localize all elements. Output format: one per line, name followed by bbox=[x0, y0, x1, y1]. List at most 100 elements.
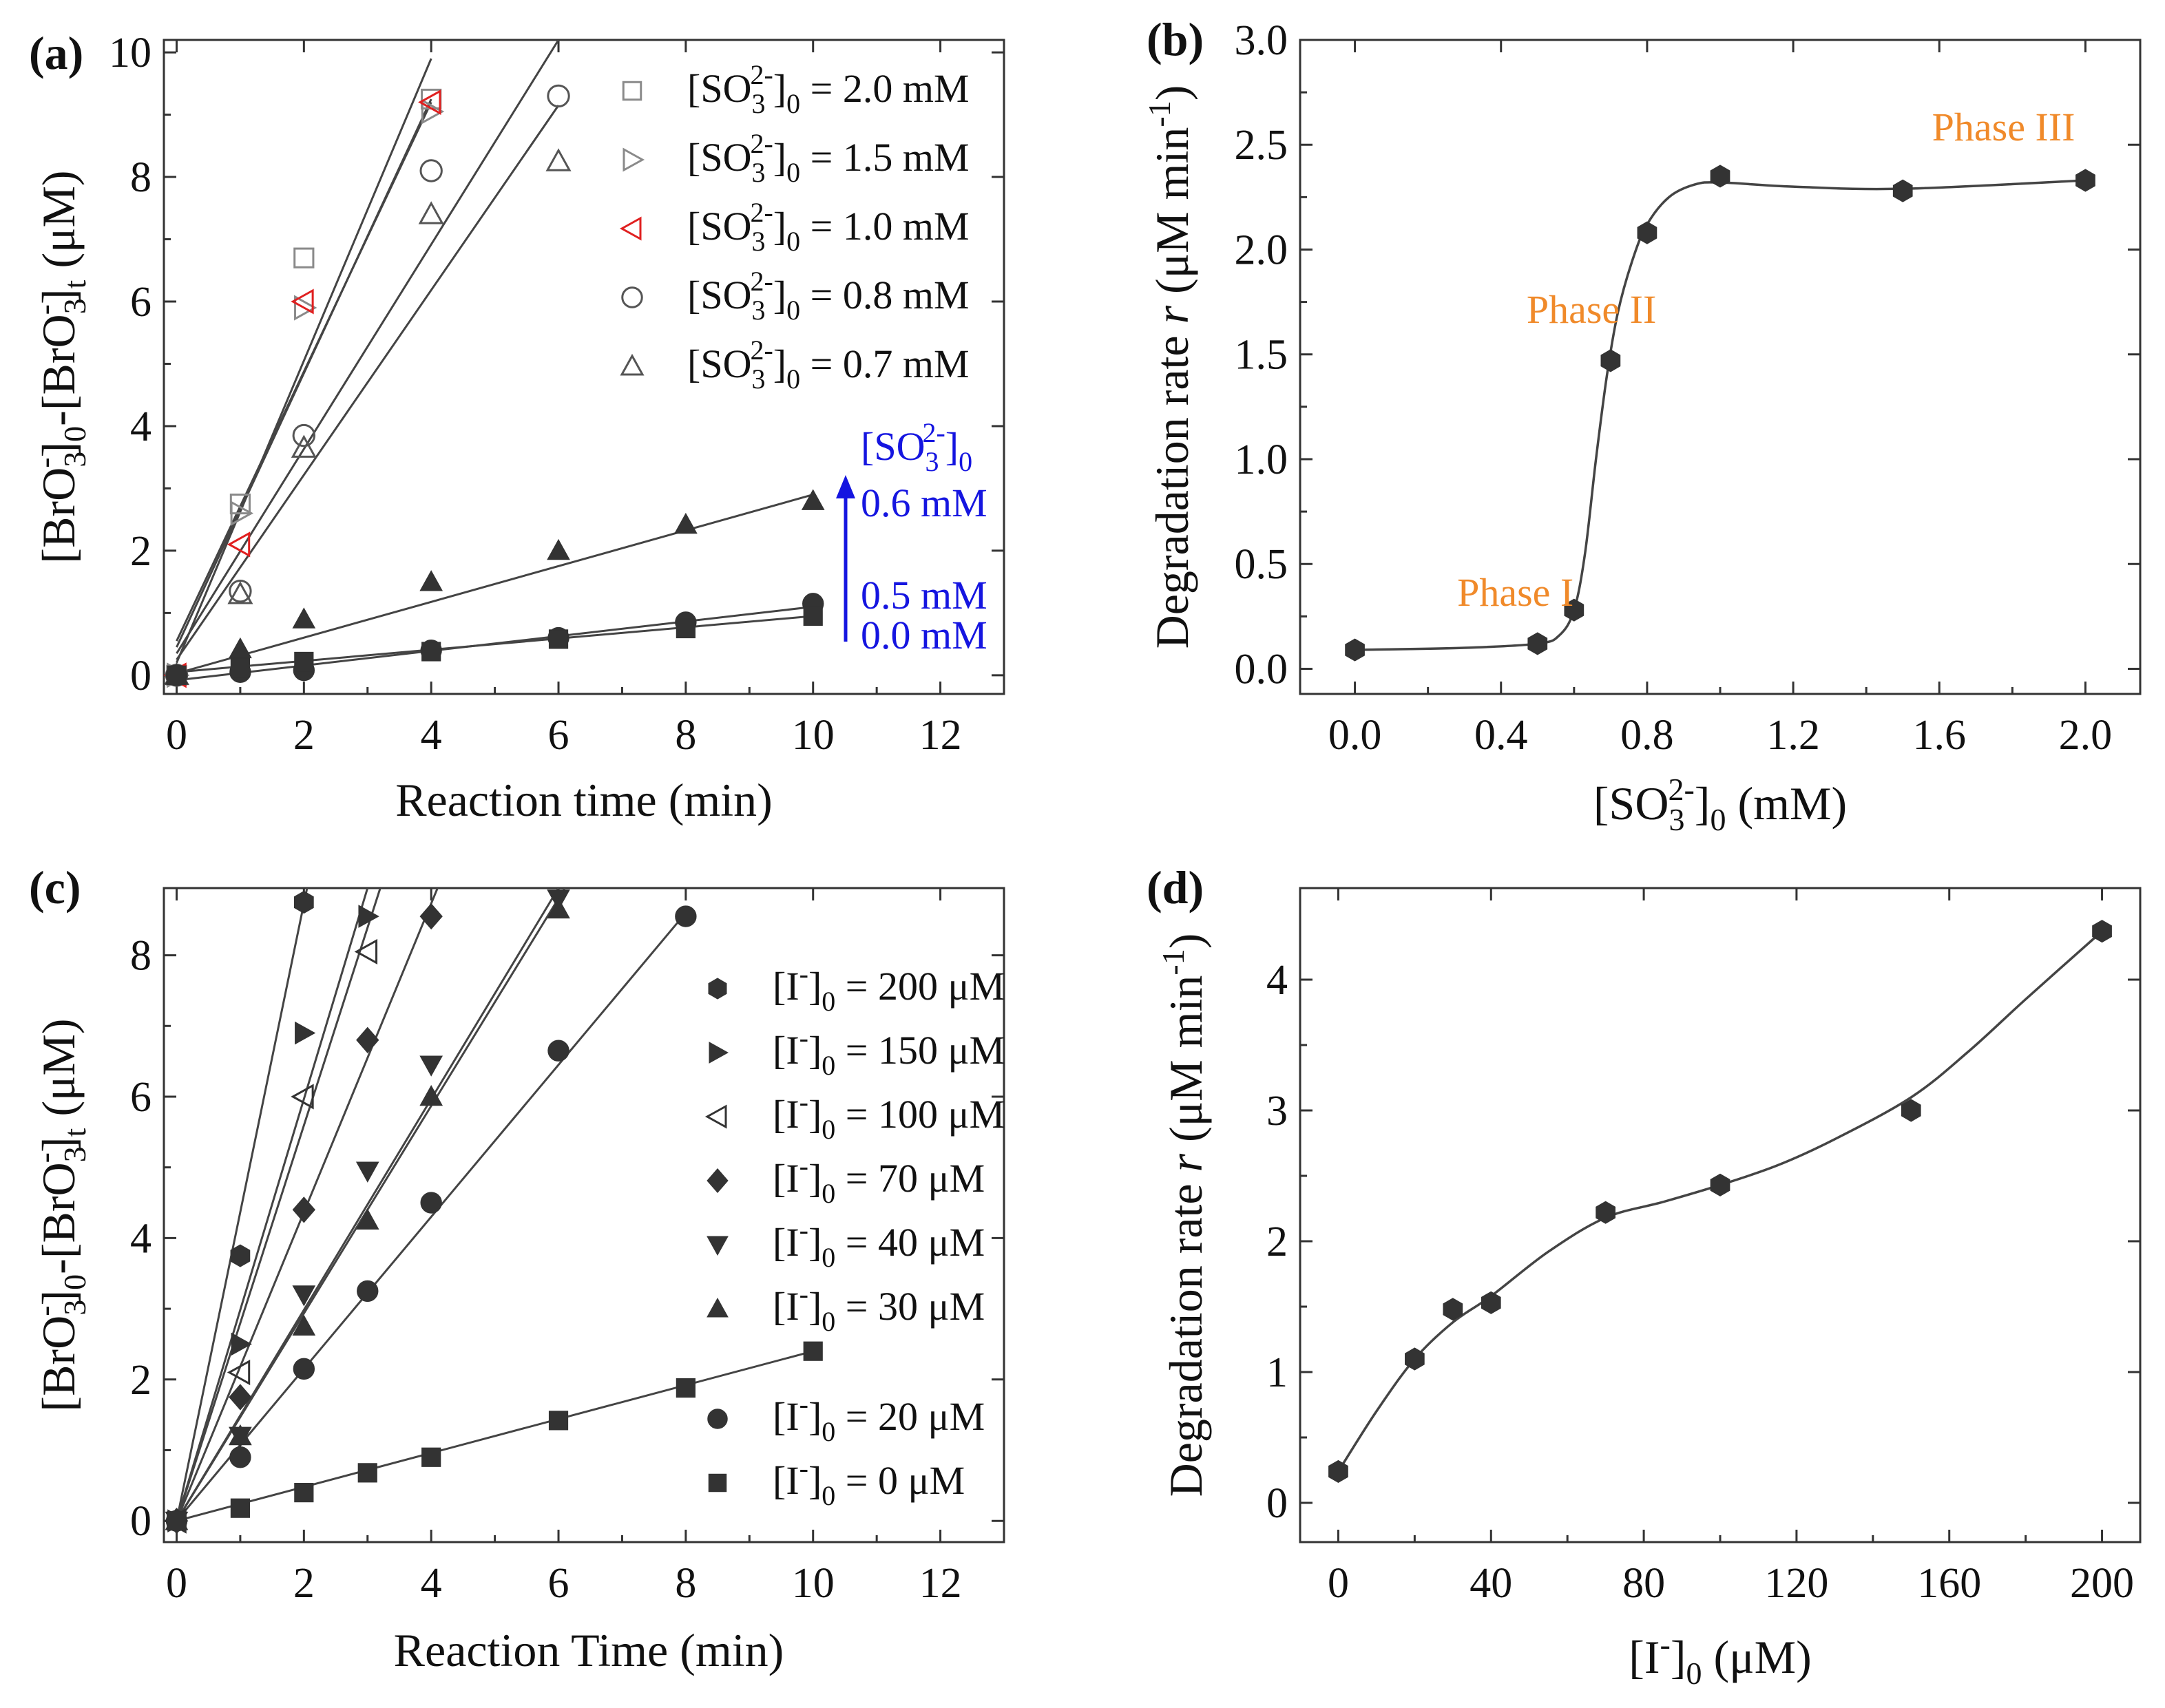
legend-marker bbox=[704, 1104, 727, 1129]
data-point bbox=[421, 642, 441, 662]
fit-line bbox=[176, 615, 813, 673]
y-tick-label: 0 bbox=[1266, 1480, 1288, 1527]
data-point bbox=[293, 890, 314, 914]
x-tick-label: 200 bbox=[2070, 1560, 2134, 1607]
data-series bbox=[167, 1341, 823, 1531]
y-tick-label: 6 bbox=[130, 1074, 151, 1121]
legend-label: [I-]0 = 200 μM bbox=[773, 958, 1005, 1017]
x-tick-label: 2 bbox=[293, 1560, 315, 1607]
y-tick-label: 0 bbox=[130, 653, 151, 699]
x-tick-label: 0 bbox=[166, 1560, 187, 1607]
panel-b-y-axis-label: Degradation rate r (μM min-1) bbox=[1142, 85, 1198, 649]
data-point bbox=[167, 1511, 187, 1531]
x-tick-label: 12 bbox=[919, 712, 962, 759]
annotation-label-0-0: 0.0 mM bbox=[861, 613, 987, 657]
data-point bbox=[801, 489, 825, 510]
data-series bbox=[163, 938, 378, 1534]
data-point bbox=[419, 1084, 443, 1106]
legend-item: [I-]0 = 200 μM bbox=[708, 958, 1005, 1017]
x-tick-label: 12 bbox=[919, 1560, 962, 1607]
panel-b: (b) 0.0 0.4 0.8 1.2 1.6 2.0 0.0 0.5 1.0 1.5 2.0 2.… bbox=[1142, 13, 2142, 837]
data-point bbox=[357, 1463, 377, 1483]
data-point bbox=[547, 538, 570, 560]
data-point bbox=[418, 89, 441, 116]
x-tick-label: 4 bbox=[421, 1560, 442, 1607]
phase-label: Phase III bbox=[1932, 105, 2075, 149]
data-point bbox=[675, 905, 697, 927]
legend-marker bbox=[620, 353, 645, 376]
data-point bbox=[1710, 165, 1730, 188]
data-point bbox=[295, 1021, 316, 1045]
data-point bbox=[292, 1314, 316, 1336]
fit-lines bbox=[176, 40, 814, 682]
panel-a: (a) 0 2 4 6 8 10 12 0 2 4 6 8 10 Reaction time (min… bbox=[27, 27, 1005, 826]
fit-line bbox=[176, 888, 308, 1521]
legend-item: [SO32-]0 = 1.5 mM bbox=[623, 128, 970, 188]
legend-label: [I-]0 = 30 μM bbox=[773, 1278, 985, 1337]
data-series bbox=[165, 593, 824, 686]
arrow-head-icon bbox=[836, 475, 855, 498]
data-point bbox=[548, 629, 569, 649]
y-tick-label: 4 bbox=[130, 1215, 151, 1262]
panel-d: (d) 0 40 80 120 160 200 0 1 2 3 4 [I-]0 (μM) Degr… bbox=[1147, 861, 2142, 1691]
panel-b-tag: (b) bbox=[1147, 13, 1204, 65]
legend-label: [SO32-]0 = 2.0 mM bbox=[687, 59, 970, 119]
panel-c-plot-area bbox=[163, 888, 823, 1535]
data-point bbox=[676, 618, 695, 639]
data-point bbox=[1328, 1459, 1348, 1483]
data-point bbox=[420, 1192, 442, 1214]
trend-curve bbox=[1355, 179, 2086, 651]
data-point bbox=[293, 247, 315, 268]
legend-label: [I-]0 = 100 μM bbox=[773, 1086, 1005, 1145]
panel-c-tag: (c) bbox=[29, 861, 81, 914]
panel-d-x-axis-label: [I-]0 (μM) bbox=[1629, 1627, 1812, 1691]
data-series bbox=[167, 606, 823, 685]
x-tick-label: 10 bbox=[792, 712, 835, 759]
y-tick-label: 8 bbox=[130, 933, 151, 980]
arrow-title: [SO32-]0 bbox=[861, 417, 972, 477]
legend-label: [SO32-]0 = 0.8 mM bbox=[687, 266, 970, 326]
legend-marker bbox=[621, 286, 643, 308]
data-point bbox=[803, 1341, 823, 1361]
y-tick-label: 6 bbox=[130, 279, 151, 326]
fit-line bbox=[176, 888, 566, 1521]
fit-lines bbox=[1337, 930, 2103, 1473]
data-series bbox=[165, 903, 443, 1535]
data-point bbox=[1481, 1291, 1501, 1314]
data-series bbox=[1328, 920, 2112, 1483]
data-point bbox=[294, 1483, 314, 1503]
data-point bbox=[1710, 1173, 1730, 1196]
panel-b-x-axis-label: [SO32-]0 (mM) bbox=[1593, 772, 1847, 837]
panel-c-y-ticks: 0 2 4 6 8 bbox=[130, 933, 1004, 1545]
y-tick-label: 1.0 bbox=[1235, 436, 1288, 483]
legend-label: [SO32-]0 = 1.0 mM bbox=[687, 197, 970, 257]
y-tick-label: 1 bbox=[1266, 1349, 1288, 1396]
legend-marker bbox=[707, 1168, 729, 1194]
fit-line bbox=[176, 105, 560, 661]
legend-marker bbox=[708, 1473, 727, 1493]
data-series bbox=[163, 89, 441, 688]
x-tick-label: 2 bbox=[293, 712, 315, 759]
data-series bbox=[1345, 165, 2095, 662]
trend-curve bbox=[1337, 930, 2103, 1473]
data-point bbox=[1637, 221, 1657, 244]
x-tick-label: 0.0 bbox=[1328, 712, 1382, 759]
x-tick-label: 6 bbox=[548, 1560, 569, 1607]
x-tick-label: 1.6 bbox=[1913, 712, 1967, 759]
panel-d-tag: (d) bbox=[1147, 861, 1204, 914]
legend-label: [I-]0 = 0 μM bbox=[773, 1453, 965, 1511]
data-point bbox=[355, 1161, 379, 1183]
annotation-label-0-6: 0.6 mM bbox=[861, 481, 987, 525]
data-point bbox=[676, 1378, 695, 1398]
x-tick-label: 0.4 bbox=[1474, 712, 1528, 759]
panel-b-plot-area bbox=[1345, 165, 2095, 662]
fit-line bbox=[176, 888, 369, 1521]
y-tick-label: 0 bbox=[130, 1498, 151, 1545]
fit-line bbox=[176, 1350, 814, 1522]
y-tick-label: 1.5 bbox=[1235, 332, 1288, 379]
panel-c-x-ticks: 0 2 4 6 8 10 12 bbox=[166, 888, 962, 1607]
panel-a-x-ticks: 0 2 4 6 8 10 12 bbox=[166, 40, 962, 759]
x-tick-label: 6 bbox=[548, 712, 569, 759]
legend-item: [SO32-]0 = 1.0 mM bbox=[619, 197, 970, 257]
